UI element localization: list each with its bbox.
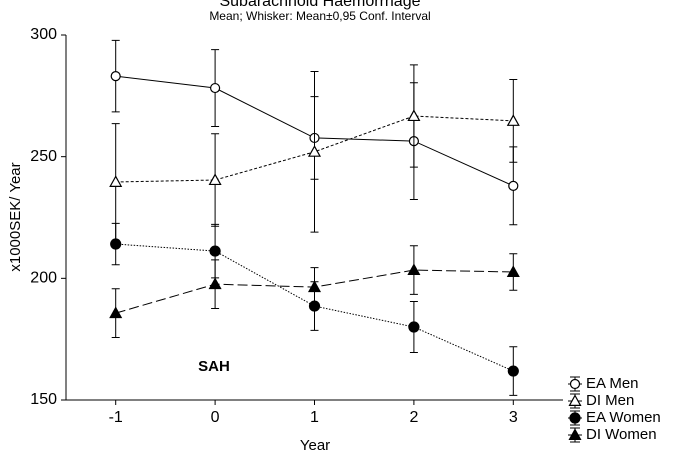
series	[109, 64, 520, 241]
x-tick-label: 3	[509, 409, 518, 426]
marker	[569, 378, 581, 390]
marker	[110, 71, 121, 82]
marker	[506, 114, 520, 126]
y-axis-label: x1000SEK/ Year	[7, 162, 24, 271]
series	[110, 222, 519, 396]
series	[109, 245, 520, 338]
marker	[507, 365, 519, 377]
legend-item: DI Women	[568, 426, 657, 443]
legend-label: EA Women	[586, 409, 661, 426]
marker	[568, 394, 582, 406]
marker	[110, 238, 122, 250]
y-tick-label: 250	[30, 148, 57, 165]
marker	[209, 245, 221, 257]
legend-item: EA Men	[568, 375, 639, 392]
marker	[208, 277, 222, 290]
legend-label: DI Women	[586, 426, 657, 443]
marker	[569, 412, 581, 424]
y-tick-label: 150	[30, 391, 57, 408]
marker	[210, 82, 221, 94]
legend-label: EA Men	[586, 375, 639, 392]
chart-title: Subarachnoid Haemorrhage	[219, 0, 420, 10]
legend-label: DI Men	[586, 392, 634, 409]
x-tick-label: -1	[109, 409, 123, 426]
marker	[407, 109, 421, 122]
marker	[506, 265, 520, 278]
marker	[109, 175, 123, 187]
x-axis-label: Year	[300, 437, 330, 453]
x-tick-label: 2	[409, 409, 418, 426]
y-tick-label: 200	[30, 270, 57, 287]
x-tick-label: 0	[211, 409, 220, 426]
legend-item: EA Women	[568, 409, 661, 426]
annotation: SAH	[198, 358, 230, 375]
legend-item: DI Men	[568, 392, 634, 409]
marker	[407, 263, 421, 276]
marker	[208, 173, 222, 186]
y-tick-label: 300	[30, 26, 57, 43]
x-tick-label: 1	[310, 409, 319, 426]
marker	[508, 180, 519, 191]
chart-subtitle: Mean; Whisker: Mean±0,95 Conf. Interval	[209, 9, 430, 23]
marker	[568, 428, 582, 440]
marker	[109, 306, 123, 319]
marker	[408, 321, 420, 333]
marker	[307, 280, 322, 293]
marker	[307, 145, 322, 157]
